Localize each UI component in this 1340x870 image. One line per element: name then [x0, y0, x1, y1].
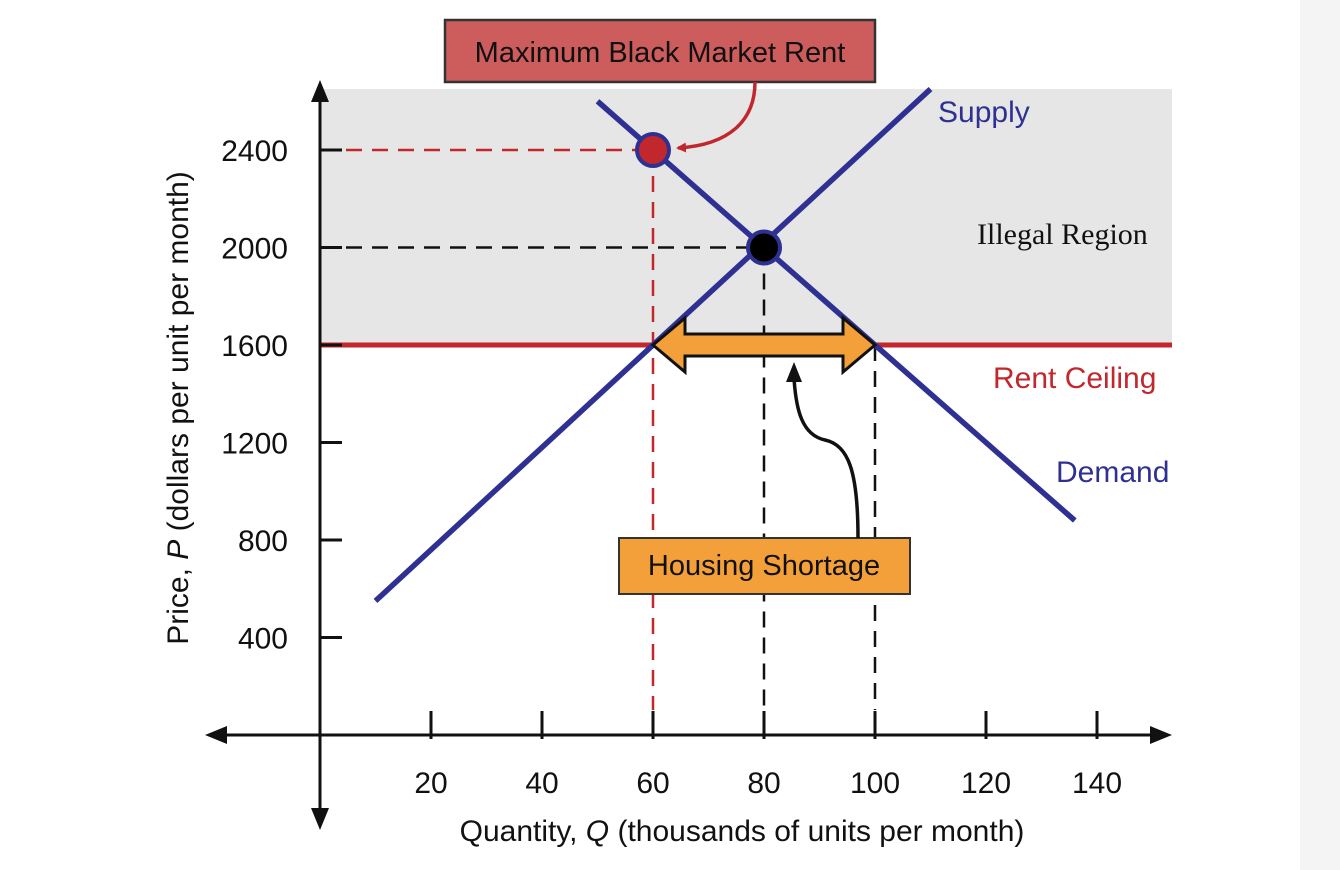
y-axis-arrow-down — [311, 808, 329, 830]
x-axis-arrow-right — [1150, 726, 1172, 744]
housing-shortage-callout-box — [618, 537, 911, 595]
x-tick-label: 100 — [850, 767, 900, 800]
x-tick-label: 80 — [747, 767, 780, 800]
black-market-callout-text: Maximum Black Market Rent — [475, 37, 846, 69]
y-tick-label: 1200 — [221, 428, 288, 461]
x-axis-arrow-left — [205, 726, 227, 744]
x-tick-label: 20 — [414, 767, 447, 800]
illegal-region-shading — [320, 89, 1172, 345]
y-tick-label: 2000 — [221, 233, 288, 266]
black-market-callout-box — [443, 18, 877, 84]
y-tick-label: 1600 — [221, 330, 288, 363]
housing-shortage-callout-text: Housing Shortage — [648, 550, 880, 582]
housing-shortage-callout-arrow — [792, 377, 860, 539]
x-tick-label: 120 — [961, 767, 1011, 800]
x-axis-title: Quantity, Q (thousands of units per mont… — [460, 815, 1025, 848]
x-tick-label: 60 — [636, 767, 669, 800]
supply-label: Supply — [938, 96, 1030, 129]
y-tick-label: 400 — [238, 623, 288, 656]
black-market-rent-point — [635, 132, 671, 168]
y-tick-label: 800 — [238, 525, 288, 558]
housing-shortage-callout-arrowhead — [786, 362, 802, 382]
equilibrium-point — [746, 229, 782, 266]
rent-ceiling-label: Rent Ceiling — [993, 362, 1156, 395]
y-axis-title: Price, P (dollars per unit per month) — [162, 171, 195, 645]
black-market-callout-arrow — [676, 81, 757, 153]
demand-label: Demand — [1056, 456, 1169, 489]
y-tick-label: 2400 — [221, 135, 288, 168]
page-margin-strip — [1300, 0, 1340, 870]
x-tick-label: 140 — [1072, 767, 1122, 800]
demand-curve — [595, 99, 1077, 523]
y-axis-arrow-up — [311, 80, 329, 102]
housing-shortage-arrow — [650, 314, 878, 376]
x-tick-label: 40 — [525, 767, 558, 800]
illegal-region-label: Illegal Region — [977, 218, 1148, 251]
